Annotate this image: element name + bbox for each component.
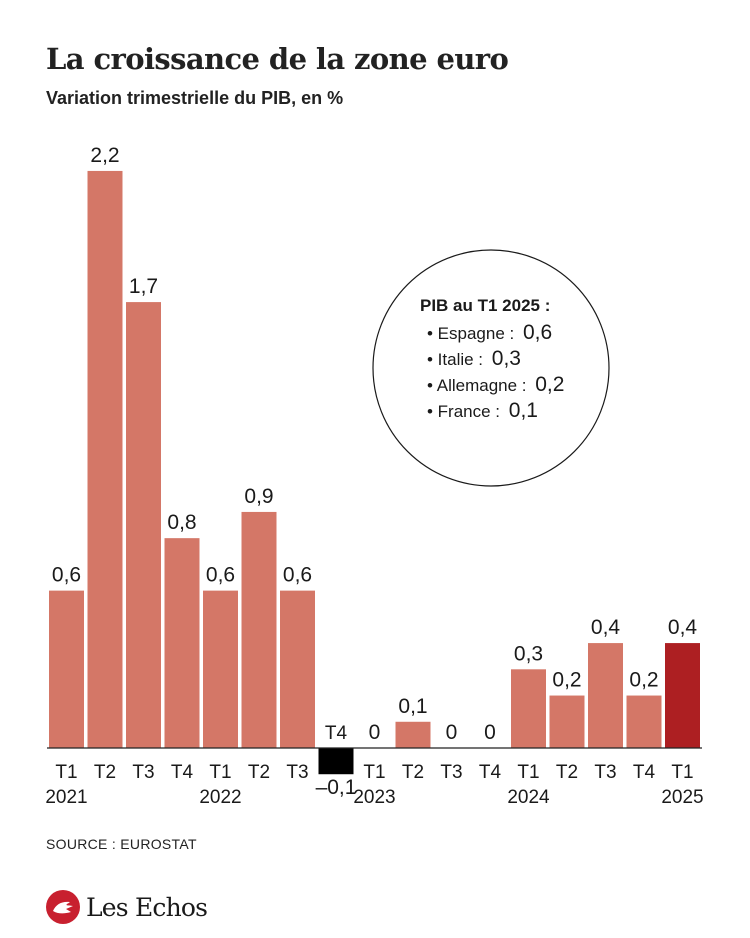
value-label: 0 [369, 721, 381, 744]
bar [164, 538, 200, 748]
value-label: 0,4 [668, 616, 698, 639]
bar [549, 695, 585, 748]
annotation-item-spain: • Espagne : 0,6 [427, 321, 552, 344]
bar [241, 511, 277, 748]
chart-subtitle: Variation trimestrielle du PIB, en % [46, 88, 344, 108]
value-label: 2,2 [90, 144, 119, 167]
bar [588, 643, 623, 748]
bar [395, 721, 431, 748]
tick-label: T1 [363, 762, 385, 783]
annotation-country: • Allemagne : [427, 376, 527, 395]
annotation-country: • France : [427, 402, 500, 421]
tick-label: T2 [248, 762, 270, 783]
bar [511, 669, 546, 748]
year-label: 2023 [353, 787, 395, 808]
tick-label: T3 [594, 762, 616, 783]
annotation-value: 0,3 [492, 347, 521, 370]
value-label: 0 [484, 721, 496, 744]
tick-label: T1 [209, 762, 231, 783]
bar [87, 170, 123, 748]
annotation-country: • Espagne : [427, 324, 514, 343]
tick-label: T3 [132, 762, 154, 783]
annotation-value: 0,2 [535, 373, 564, 396]
value-label: 0,9 [244, 485, 273, 508]
tick-label: T4 [479, 762, 502, 783]
annotation-country: • Italie : [427, 350, 483, 369]
tick-label: T4 [633, 762, 656, 783]
annotation-value: 0,6 [523, 321, 552, 344]
year-label: 2025 [661, 787, 703, 808]
tick-label: T1 [517, 762, 539, 783]
tick-labels-group: T1 T2 T3 T4 T1 T2 T3 T4 T1 T2 T3 T4 T1 T2 T3 T4 T1 [55, 723, 693, 783]
value-label: 0,2 [552, 669, 581, 692]
tick-label: T2 [94, 762, 116, 783]
annotation-item-germany: • Allemagne : 0,2 [427, 373, 564, 396]
value-label: 0,2 [629, 669, 658, 692]
annotation-item-italy: • Italie : 0,3 [427, 347, 521, 370]
annotation-circle: PIB au T1 2025 : • Espagne : 0,6 • Itali… [372, 249, 610, 487]
bar [665, 643, 700, 748]
tick-label: T3 [286, 762, 308, 783]
annotation-item-france: • France : 0,1 [427, 399, 538, 422]
value-label: –0,1 [316, 776, 357, 799]
bars-group [49, 170, 700, 775]
source-note: SOURCE : EUROSTAT [46, 836, 197, 852]
bar [49, 590, 84, 748]
value-label: 0,3 [514, 642, 543, 665]
brand-name: Les Echos [86, 892, 208, 922]
annotation-circle-outline [372, 249, 610, 487]
tick-label: T2 [402, 762, 424, 783]
brand-logo: Les Echos [46, 890, 208, 924]
value-label: 0,1 [398, 695, 427, 718]
tick-label: T4 [325, 723, 348, 744]
year-label: 2024 [507, 787, 550, 808]
bar [126, 302, 161, 748]
value-label: 0,8 [167, 511, 196, 534]
value-label: 0 [446, 721, 458, 744]
annotation-value: 0,1 [509, 399, 538, 422]
value-labels-group: 0,6 2,2 1,7 0,8 0,6 0,9 0,6 –0,1 0 0,1 0 0 0,3 0,2 0,4… [52, 144, 698, 799]
value-label: 0,6 [283, 564, 312, 587]
chart-title: La croissance de la zone euro [46, 42, 509, 76]
bar [203, 590, 238, 748]
bar [318, 748, 354, 775]
value-label: 1,7 [129, 275, 158, 298]
tick-label: T3 [440, 762, 462, 783]
value-label: 0,6 [206, 564, 235, 587]
year-labels-group: 2021 2022 2023 2024 2025 [45, 787, 703, 808]
tick-label: T4 [171, 762, 194, 783]
year-label: 2022 [199, 787, 241, 808]
tick-label: T1 [671, 762, 693, 783]
bar-chart: 0,6 2,2 1,7 0,8 0,6 0,9 0,6 –0,1 0 0,1 0 0 0,3 0,2 0,4… [45, 144, 703, 808]
les-echos-logo-icon [46, 890, 80, 924]
annotation-title: PIB au T1 2025 : [420, 296, 550, 315]
year-label: 2021 [45, 787, 87, 808]
value-label: 0,4 [591, 616, 621, 639]
tick-label: T2 [556, 762, 578, 783]
bar [626, 695, 662, 748]
bar [280, 590, 315, 748]
value-label: 0,6 [52, 564, 81, 587]
tick-label: T1 [55, 762, 77, 783]
